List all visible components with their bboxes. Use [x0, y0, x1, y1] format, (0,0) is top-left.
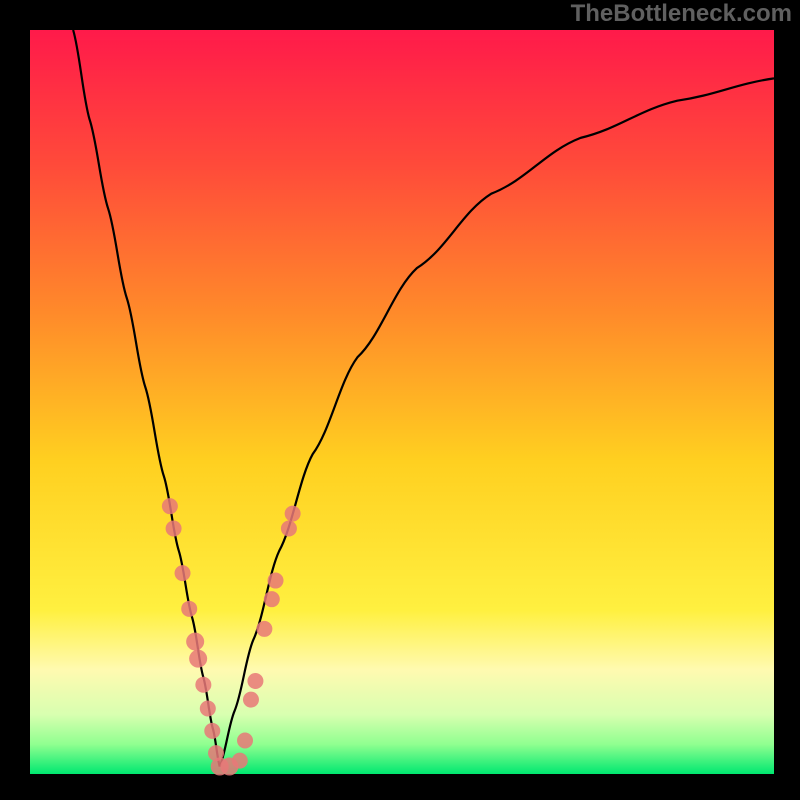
data-marker [237, 733, 253, 749]
watermark-text: TheBottleneck.com [571, 0, 792, 28]
data-marker [281, 520, 297, 536]
data-marker [195, 677, 211, 693]
data-marker [166, 520, 182, 536]
data-marker [268, 573, 284, 589]
bottleneck-chart [0, 0, 800, 800]
data-marker [189, 650, 207, 668]
data-marker [247, 673, 263, 689]
data-marker [232, 753, 248, 769]
data-marker [204, 723, 220, 739]
data-marker [264, 591, 280, 607]
data-marker [181, 601, 197, 617]
plot-background [30, 30, 774, 774]
data-marker [162, 498, 178, 514]
data-marker [175, 565, 191, 581]
data-marker [200, 701, 216, 717]
chart-container: TheBottleneck.com [0, 0, 800, 800]
data-marker [186, 633, 204, 651]
data-marker [285, 506, 301, 522]
data-marker [256, 621, 272, 637]
data-marker [243, 692, 259, 708]
